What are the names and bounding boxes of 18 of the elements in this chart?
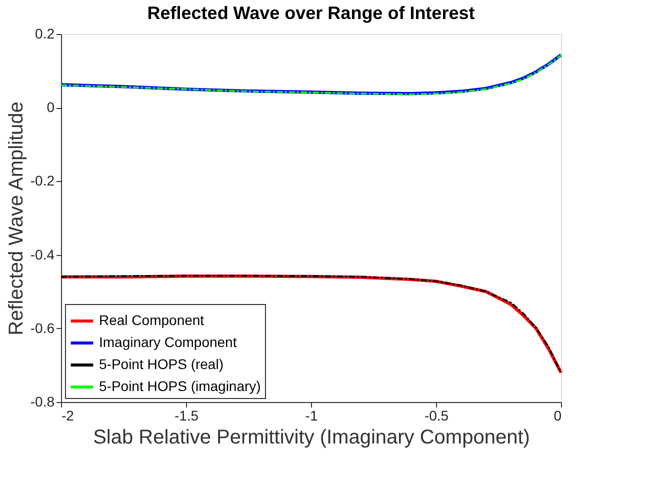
y-tick-label: -0.6 <box>30 320 55 336</box>
x-tick-label: -1 <box>305 408 318 424</box>
x-tick-label: -0.5 <box>424 408 449 424</box>
legend-label: Imaginary Component <box>99 334 237 350</box>
y-tick-label: 0.2 <box>35 26 55 42</box>
y-tick-label: 0 <box>46 99 55 116</box>
legend-label: 5-Point HOPS (imaginary) <box>99 378 261 394</box>
legend-label: 5-Point HOPS (real) <box>99 356 224 372</box>
chart-title: Reflected Wave over Range of Interest <box>147 3 475 23</box>
legend-label: Real Component <box>99 312 204 328</box>
y-tick-label: -0.8 <box>30 394 55 410</box>
x-axis-title: Slab Relative Permittivity (Imaginary Component) <box>93 426 530 448</box>
x-tick-label: -1.5 <box>174 408 199 424</box>
x-tick-label: -2 <box>62 408 74 424</box>
y-tick-label: -0.2 <box>30 172 55 189</box>
x-tick-label: 0 <box>554 408 562 424</box>
y-axis-title: Reflected Wave Amplitude <box>5 102 28 336</box>
y-tick-label: -0.4 <box>30 246 55 262</box>
